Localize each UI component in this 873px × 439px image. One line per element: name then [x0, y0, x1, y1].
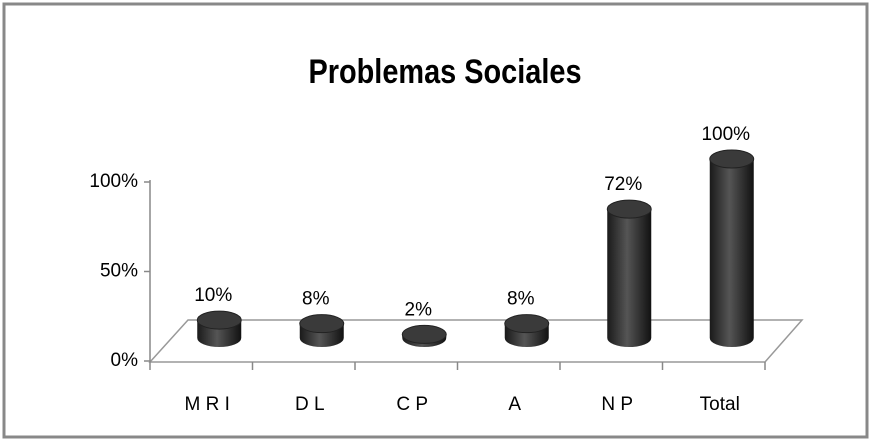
bar	[606, 199, 652, 347]
x-tick-label: N P	[601, 394, 633, 415]
bar	[401, 324, 447, 347]
data-label: 2%	[405, 299, 433, 320]
bar-top	[504, 314, 550, 334]
bar	[196, 310, 242, 347]
bar	[504, 314, 550, 347]
x-tick-label: A	[508, 394, 521, 415]
bar-body	[607, 209, 652, 347]
data-label: 8%	[302, 289, 330, 310]
bar	[709, 149, 755, 347]
data-label: 72%	[604, 174, 642, 195]
x-tick-label: Total	[700, 394, 740, 415]
x-tick-label: C P	[396, 394, 428, 415]
data-label: 10%	[194, 285, 232, 306]
x-tick-label: M R I	[185, 394, 230, 415]
y-tick-label: 0%	[111, 350, 139, 371]
bar-top	[196, 310, 242, 330]
data-label: 100%	[701, 124, 750, 145]
bar-top	[606, 199, 652, 219]
y-tick-label: 50%	[100, 261, 138, 282]
bar-top	[299, 314, 345, 334]
data-label: 8%	[507, 289, 535, 310]
y-tick-label: 100%	[89, 171, 138, 192]
bar-body	[709, 159, 754, 347]
bar	[299, 314, 345, 347]
chart-title: Problemas Sociales	[308, 52, 581, 91]
bar-top	[709, 149, 755, 169]
x-tick-label: D L	[295, 394, 325, 415]
bar-top	[401, 324, 447, 344]
